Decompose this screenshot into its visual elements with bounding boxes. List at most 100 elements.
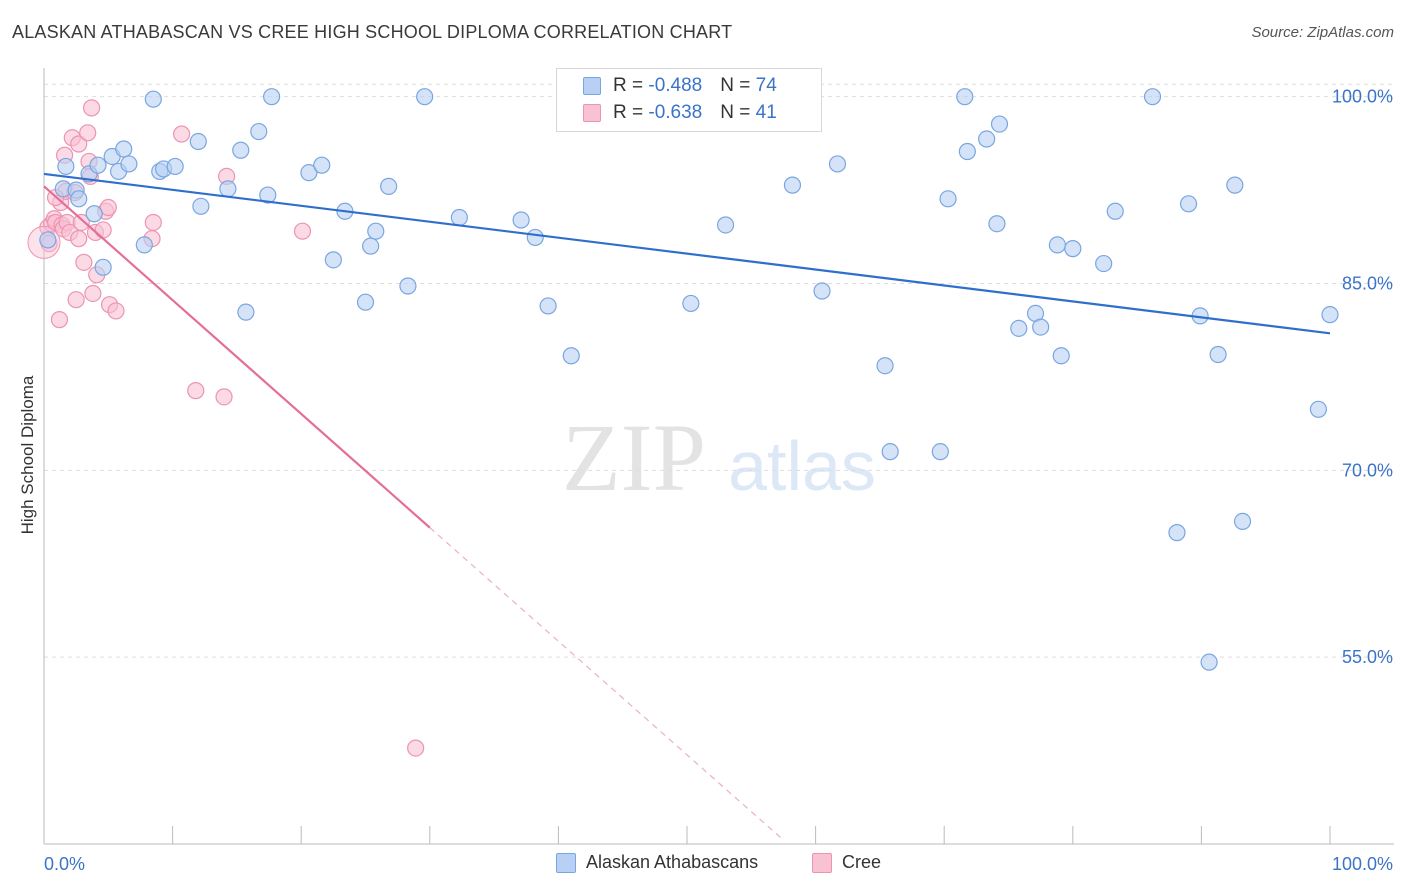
alaskan-athabascan-point: [1321, 306, 1339, 324]
cree-point: [144, 213, 162, 232]
alaskan-athabascan-point: [259, 186, 277, 204]
legend-r-value: -0.638: [648, 102, 703, 123]
alaskan-athabascan-point: [115, 140, 133, 158]
legend-row-alaskan-athabascans: R = -0.488 N = 74: [583, 74, 777, 98]
gridlines: [44, 83, 1394, 658]
y-tick-label: 100.0%: [1332, 87, 1393, 107]
legend-n-value: 74: [755, 75, 777, 96]
alaskan-athabascan-point: [232, 141, 250, 159]
bottom-legend-swatch-pink: [812, 852, 832, 873]
alaskan-athabascan-point: [166, 157, 184, 176]
alaskan-athabascan-trend-line: [43, 172, 1331, 335]
alaskan-athabascan-point: [990, 115, 1009, 133]
legend-row-cree: R = -0.638 N = 41: [583, 101, 777, 125]
alaskan-athabascan-point: [1032, 318, 1050, 336]
alaskan-athabascan-point: [313, 156, 331, 174]
cree-point: [70, 230, 88, 248]
alaskan-athabascan-point: [135, 236, 153, 254]
bottom-legend-cree: Cree: [812, 852, 881, 873]
watermark-zip: ZIP: [562, 404, 706, 511]
alaskan-athabascan-point: [1226, 176, 1244, 194]
alaskan-athabascan-point: [956, 88, 974, 106]
alaskan-athabascan-point: [356, 293, 375, 311]
alaskan-athabascan-point: [1064, 240, 1082, 258]
alaskan-athabascan-point: [1233, 512, 1252, 531]
alaskan-athabascan-point: [828, 155, 847, 173]
trend-lines: [43, 172, 1331, 839]
cree-point: [79, 124, 97, 142]
cree-point: [187, 382, 205, 400]
alaskan-athabascan-point: [876, 357, 894, 375]
legend-n-value: 41: [755, 102, 777, 123]
legend-r-label: R =: [613, 75, 649, 96]
bottom-legend-label: Cree: [842, 852, 882, 872]
alaskan-athabascan-point: [324, 251, 342, 269]
alaskan-athabascan-point: [57, 157, 75, 176]
alaskan-athabascan-point: [362, 237, 380, 255]
y-tick-label: 55.0%: [1342, 647, 1393, 667]
alaskan-athabascan-point: [1179, 195, 1198, 213]
cree-point: [173, 125, 191, 143]
alaskan-athabascan-point: [189, 132, 207, 151]
alaskan-athabascan-point: [300, 164, 318, 182]
legend-r-value: -0.488: [648, 75, 703, 96]
bottom-legend-label: Alaskan Athabascans: [586, 852, 759, 872]
alaskan-athabascan-point: [978, 130, 996, 148]
alaskan-athabascan-point: [367, 222, 385, 240]
alaskan-athabascan-point: [1200, 653, 1218, 671]
cree-point: [215, 388, 233, 406]
alaskan-athabascan-point: [89, 156, 107, 174]
alaskan-athabascan-point: [120, 155, 138, 173]
alaskan-athabascan-point: [682, 294, 700, 313]
alaskan-athabascan-point: [1048, 236, 1066, 254]
cree-point: [75, 253, 93, 271]
y-tick-label: 70.0%: [1342, 460, 1393, 480]
alaskan-athabascan-point: [783, 176, 802, 194]
alaskan-athabascan-point: [250, 122, 268, 141]
alaskan-athabascan-point: [562, 347, 580, 365]
bottom-legend-alaskan-athabascans: Alaskan Athabascans: [556, 852, 758, 873]
alaskan-athabascan-point: [512, 211, 530, 229]
alaskan-athabascan-point: [958, 142, 976, 161]
alaskan-athabascan-point: [988, 215, 1006, 233]
legend-swatch-pink: [583, 104, 601, 122]
legend-r-label: R =: [613, 102, 649, 123]
alaskan-athabascan-point: [94, 258, 112, 276]
cree-trend-line-extrapolated: [429, 527, 782, 839]
cree-point: [107, 302, 125, 320]
alaskan-athabascan-point: [1010, 319, 1028, 337]
alaskan-athabascan-point: [939, 190, 957, 208]
alaskan-athabascan-point: [813, 282, 831, 300]
chart-title: ALASKAN ATHABASCAN VS CREE HIGH SCHOOL D…: [12, 22, 733, 42]
tick-labels: 55.0% 70.0% 85.0% 100.0% 0.0% 100.0%: [44, 87, 1393, 874]
cree-point: [407, 739, 425, 757]
alaskan-athabascan-point: [716, 216, 735, 234]
cree-point: [67, 291, 85, 309]
alaskan-athabascan-point: [237, 303, 255, 321]
legend-n-label: N =: [720, 102, 756, 123]
bottom-legend-swatch-blue: [556, 852, 576, 873]
alaskan-athabascan-point: [85, 205, 103, 223]
alaskan-athabascan-point: [539, 297, 557, 315]
alaskan-athabascan-point: [1095, 254, 1113, 273]
alaskan-athabascan-point: [39, 231, 57, 249]
alaskan-athabascan-point: [144, 90, 162, 108]
cree-point: [84, 284, 102, 303]
alaskan-athabascan-point: [416, 88, 434, 106]
y-tick-label: 85.0%: [1342, 274, 1393, 294]
cree-points: [27, 99, 425, 757]
cree-point: [94, 221, 112, 239]
cree-point: [82, 99, 101, 117]
watermark: ZIP atlas: [562, 404, 876, 511]
alaskan-athabascan-point: [399, 277, 417, 295]
alaskan-athabascan-point: [450, 208, 468, 227]
legend-n-label: N =: [720, 75, 756, 96]
alaskan-athabascan-point: [380, 177, 398, 195]
alaskan-athabascan-point: [1143, 88, 1162, 106]
legend-swatch-blue: [583, 77, 601, 95]
cree-point: [99, 198, 117, 217]
x-tick-label: 100.0%: [1332, 854, 1393, 874]
stats-legend: R = -0.488 N = 74 R = -0.638 N = 41: [556, 68, 822, 132]
source-label: Source: ZipAtlas.com: [1251, 24, 1394, 41]
